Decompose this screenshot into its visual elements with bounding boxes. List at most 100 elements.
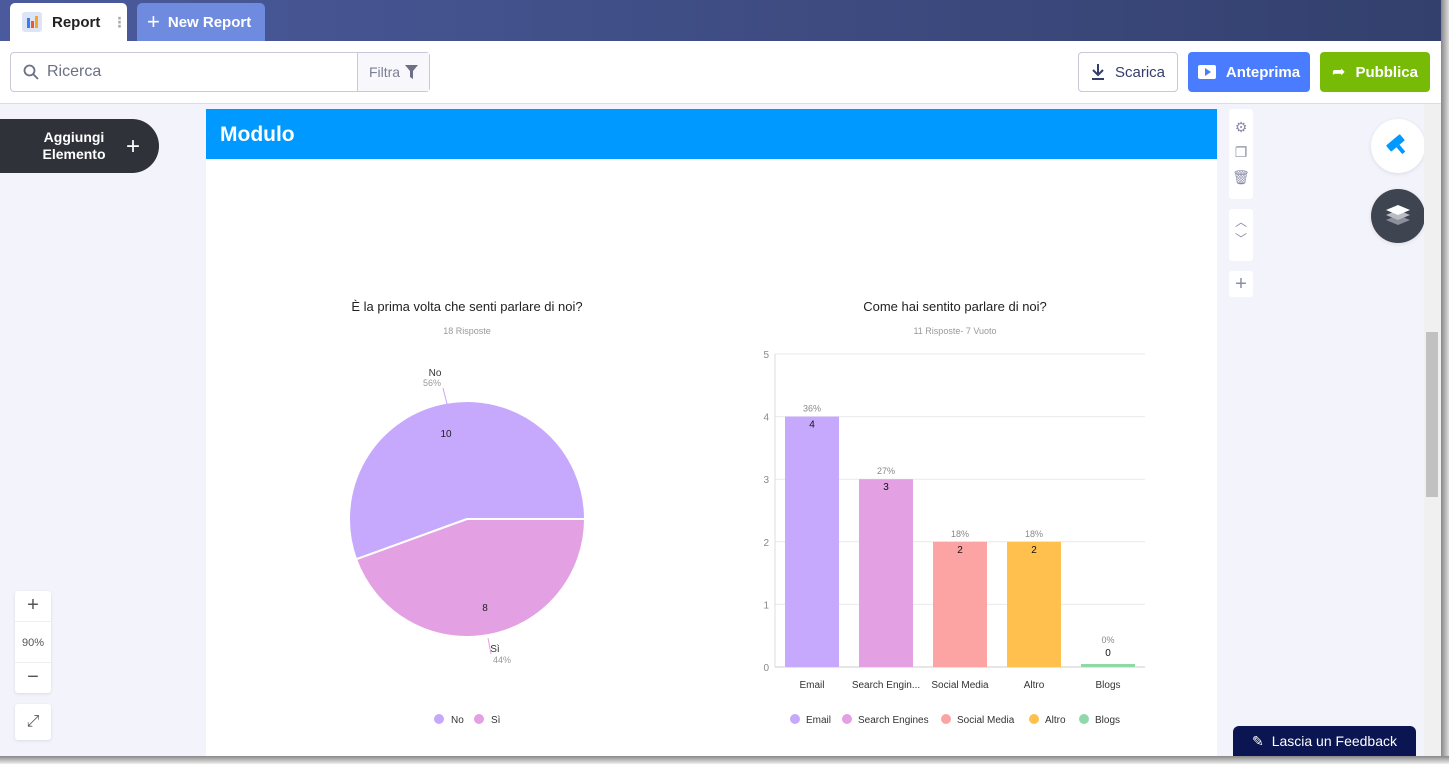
page-title: Modulo [206, 109, 1217, 159]
bar-title: Come hai sentito parlare di noi? [863, 299, 1047, 314]
y-tick-label: 4 [763, 413, 769, 424]
report-canvas: Aggiungi Elemento + Modulo È la prima vo… [0, 104, 1425, 759]
pie-value-label: 10 [440, 429, 452, 440]
scrollbar-thumb[interactable] [1426, 332, 1438, 497]
pie-value-label: 8 [482, 603, 488, 614]
tab-new-report[interactable]: + New Report [137, 3, 265, 41]
tab-report-label: Report [52, 13, 101, 31]
legend-marker [434, 714, 444, 724]
search-box: Ricerca Filtra [10, 52, 430, 92]
add-element-label: Aggiungi Elemento [42, 129, 106, 162]
plus-icon: + [126, 132, 141, 160]
add-below-button[interactable]: + [1229, 271, 1253, 297]
feedback-button[interactable]: ✎ Lascia un Feedback [1233, 726, 1416, 756]
legend-label: Altro [1045, 715, 1066, 726]
bar-value-label: 4 [809, 420, 815, 431]
share-arrow-icon: ➦ [1332, 64, 1346, 81]
zoom-in-button[interactable]: + [27, 594, 39, 616]
pie-category-label: Sì [490, 644, 500, 655]
report-page: Modulo È la prima volta che senti parlar… [206, 109, 1217, 759]
tab-report[interactable]: Report ⋮ [10, 3, 127, 41]
y-tick-label: 0 [763, 663, 769, 674]
y-tick-label: 2 [763, 538, 769, 549]
search-input[interactable]: Ricerca [11, 53, 357, 91]
legend-marker [1029, 714, 1039, 724]
charts-area: È la prima volta che senti parlare di no… [348, 299, 1145, 726]
search-icon [23, 64, 39, 80]
feedback-label: Lascia un Feedback [1271, 733, 1398, 749]
download-label: Scarica [1114, 63, 1166, 81]
duplicate-icon[interactable]: ❐ [1234, 144, 1248, 160]
report-app-icon [22, 12, 42, 32]
bar-percent-label: 18% [951, 529, 969, 539]
y-tick-label: 1 [763, 600, 769, 611]
pie-title: È la prima volta che senti parlare di no… [351, 299, 582, 314]
add-element-button[interactable]: Aggiungi Elemento + [0, 119, 159, 173]
download-icon [1091, 64, 1104, 80]
pie-leader-line [487, 637, 492, 655]
bar-social-media [933, 541, 987, 667]
x-tick-label: Altro [1024, 680, 1045, 691]
play-icon [1197, 65, 1216, 79]
download-button[interactable]: Scarica [1078, 52, 1178, 92]
legend-marker [842, 714, 852, 724]
element-actions: ⚙ ❐ 🗑 [1229, 109, 1253, 199]
search-placeholder: Ricerca [47, 63, 102, 80]
legend-label: Social Media [957, 715, 1015, 726]
bar-subtitle: 11 Risposte- 7 Vuoto [913, 326, 996, 336]
bar-value-label: 3 [883, 482, 889, 493]
bar-percent-label: 18% [1025, 529, 1043, 539]
filter-button[interactable]: Filtra [357, 53, 429, 91]
x-tick-label: Email [799, 680, 824, 691]
window-border [1441, 0, 1449, 764]
pie-slice-sì [354, 518, 587, 638]
x-tick-label: Search Engin... [852, 680, 920, 691]
preview-button[interactable]: Anteprima [1188, 52, 1310, 92]
bar-value-label: 0 [1105, 648, 1111, 659]
publish-button[interactable]: ➦ Pubblica [1320, 52, 1430, 92]
plus-icon: + [147, 9, 160, 34]
settings-copy-icon[interactable]: ⚙ [1234, 119, 1248, 135]
legend-label: No [451, 715, 464, 726]
chevron-down-icon[interactable]: ﹀ [1234, 232, 1247, 246]
filter-label: Filtra [368, 64, 401, 80]
pie-category-label: No [429, 368, 442, 379]
fullscreen-button[interactable]: ⤢ [15, 704, 51, 740]
feedback-icon: ✎ [1251, 732, 1264, 749]
pie-subtitle: 18 Risposte [443, 326, 491, 336]
pie-percent-label: 56% [423, 378, 441, 388]
zoom-out-button[interactable]: − [27, 666, 39, 688]
legend-label: Search Engines [858, 715, 929, 726]
pie-leader-line [442, 387, 448, 405]
trash-icon[interactable]: 🗑 [1232, 169, 1250, 185]
x-tick-label: Social Media [931, 680, 989, 691]
bar-value-label: 2 [1031, 545, 1037, 556]
paint-roller-icon [1386, 134, 1406, 155]
layers-icon [1386, 205, 1410, 225]
preview-label: Anteprima [1225, 63, 1301, 81]
layers-button[interactable] [1371, 189, 1425, 243]
tab-bar: Report ⋮ + New Report [0, 0, 1441, 41]
bar-percent-label: 0% [1101, 635, 1114, 645]
x-tick-label: Blogs [1095, 680, 1120, 691]
zoom-level: 90% [15, 621, 51, 663]
bar-email [785, 416, 839, 667]
publish-label: Pubblica [1355, 63, 1418, 81]
zoom-controls: + 90% − [15, 591, 51, 693]
theme-paint-button[interactable] [1371, 119, 1425, 173]
legend-marker [941, 714, 951, 724]
tab-menu-icon[interactable]: ⋮ [112, 14, 127, 30]
window-border-bottom [0, 756, 1449, 764]
bar-blogs [1081, 664, 1135, 667]
bar-value-label: 2 [957, 545, 963, 556]
bar-altro [1007, 541, 1061, 667]
filter-icon [405, 65, 419, 79]
legend-marker [1079, 714, 1089, 724]
y-tick-label: 5 [763, 350, 769, 361]
vertical-scrollbar[interactable] [1424, 104, 1441, 756]
legend-marker [790, 714, 800, 724]
y-tick-label: 3 [763, 475, 769, 486]
tab-new-report-label: New Report [167, 13, 252, 31]
legend-label: Blogs [1095, 715, 1120, 726]
chevron-up-icon[interactable]: ︿ [1234, 215, 1247, 229]
